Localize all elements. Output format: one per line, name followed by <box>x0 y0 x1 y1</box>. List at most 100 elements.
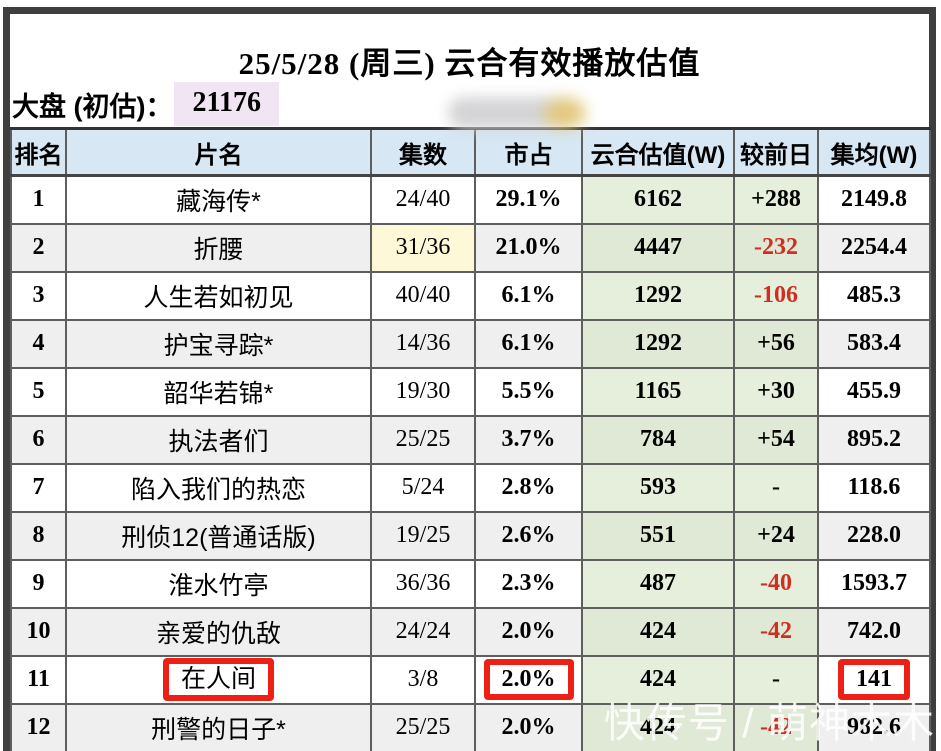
cell-cloud-estimate: 6162 <box>581 174 735 225</box>
cell-vs-prev-day: +54 <box>733 414 819 465</box>
cell-vs-prev-day: +24 <box>733 510 819 561</box>
cell-title: 刑侦12(普通话版) <box>65 510 372 561</box>
cell-per-episode-avg: 485.3 <box>817 270 931 321</box>
cell-rank: 10 <box>10 606 67 657</box>
table-frame: 25/5/28 (周三) 云合有效播放估值 大盘 (初估)： 21176 排名片… <box>3 7 936 751</box>
cell-vs-prev-day: +30 <box>733 366 819 417</box>
cell-title: 亲爱的仇敌 <box>65 606 372 657</box>
cell-title: 护宝寻踪* <box>65 318 372 369</box>
table-row: 1 藏海传* 24/40 29.1% 6162 +288 2149.8 <box>10 174 931 225</box>
cell-episodes: 36/36 <box>370 558 476 609</box>
cell-cloud-estimate: 487 <box>581 558 735 609</box>
cell-episodes: 19/25 <box>370 510 476 561</box>
table-header-row: 排名 片名 集数 市占 云合估值(W) 较前日 集均(W) <box>10 127 931 177</box>
cell-market-share: 2.3% <box>474 558 583 609</box>
cell-episodes: 24/40 <box>370 174 476 225</box>
header-row: 排名 片名 集数 市占 云合估值(W) 较前日 集均(W) <box>10 127 931 177</box>
cell-rank: 7 <box>10 462 67 513</box>
red-highlight-box: 141 <box>838 658 910 701</box>
market-total-value: 21176 <box>174 82 279 126</box>
market-total-row: 大盘 (初估)： 21176 <box>12 82 279 126</box>
cell-title: 韶华若锦* <box>65 366 372 417</box>
cell-per-episode-avg: 228.0 <box>817 510 931 561</box>
negative-delta-value: -42 <box>760 714 792 740</box>
cell-episodes: 40/40 <box>370 270 476 321</box>
cell-episodes: 3/8 <box>370 654 476 705</box>
cell-rank: 5 <box>10 366 67 417</box>
column-header-cloud-estimate: 云合估值(W) <box>581 127 735 177</box>
page-title: 25/5/28 (周三) 云合有效播放估值 <box>238 46 701 81</box>
cell-vs-prev-day: - <box>733 462 819 513</box>
cell-cloud-estimate: 424 <box>581 654 735 705</box>
cell-rank: 2 <box>10 222 67 273</box>
cell-per-episode-avg: 895.2 <box>817 414 931 465</box>
column-header-episodes: 集数 <box>370 127 476 177</box>
negative-delta-value: -42 <box>760 618 792 644</box>
cell-vs-prev-day: +56 <box>733 318 819 369</box>
cell-title: 执法者们 <box>65 414 372 465</box>
table-row: 2 折腰 31/36 21.0% 4447 -232 2254.4 <box>10 222 931 273</box>
column-header-market-share: 市占 <box>474 127 583 177</box>
cell-title: 折腰 <box>65 222 372 273</box>
cell-market-share: 2.0% <box>474 606 583 657</box>
cell-rank: 8 <box>10 510 67 561</box>
cell-title: 在人间 <box>65 654 372 705</box>
cell-market-share: 5.5% <box>474 366 583 417</box>
red-highlight-box: 在人间 <box>162 658 274 701</box>
market-total-label: 大盘 (初估)： <box>12 91 173 122</box>
cell-cloud-estimate: 593 <box>581 462 735 513</box>
table-row: 11 在人间 3/8 2.0% 424-141 <box>10 654 931 705</box>
cell-vs-prev-day: -106 <box>733 270 819 321</box>
table-row: 12 刑警的日子* 25/25 2.0% 424 -42 982.6 <box>10 702 931 751</box>
cell-cloud-estimate: 1292 <box>581 270 735 321</box>
cell-vs-prev-day: -42 <box>733 702 819 751</box>
cell-per-episode-avg: 583.4 <box>817 318 931 369</box>
table-row: 5 韶华若锦* 19/30 5.5% 1165 +30 455.9 <box>10 366 931 417</box>
cell-title: 人生若如初见 <box>65 270 372 321</box>
negative-delta-value: -232 <box>754 234 798 260</box>
cell-market-share: 29.1% <box>474 174 583 225</box>
cell-episodes: 31/36 <box>370 222 476 273</box>
cell-rank: 11 <box>10 654 67 705</box>
cell-vs-prev-day: -40 <box>733 558 819 609</box>
cell-cloud-estimate: 4447 <box>581 222 735 273</box>
cell-vs-prev-day: - <box>733 654 819 705</box>
cell-episodes: 25/25 <box>370 414 476 465</box>
cell-title: 陷入我们的热恋 <box>65 462 372 513</box>
cell-vs-prev-day: +288 <box>733 174 819 225</box>
cell-episodes: 19/30 <box>370 366 476 417</box>
cell-market-share: 21.0% <box>474 222 583 273</box>
cell-episodes: 14/36 <box>370 318 476 369</box>
cell-rank: 6 <box>10 414 67 465</box>
cell-cloud-estimate: 1165 <box>581 366 735 417</box>
table-body: 1 藏海传* 24/40 29.1% 6162 +288 2149.8 2 折腰 31/36 21.… <box>10 174 931 751</box>
negative-delta-value: -106 <box>754 282 798 308</box>
cell-per-episode-avg: 2149.8 <box>817 174 931 225</box>
cell-per-episode-avg: 118.6 <box>817 462 931 513</box>
table-row: 6 执法者们 25/25 3.7% 784 +54 895.2 <box>10 414 931 465</box>
column-header-vs-prev-day: 较前日 <box>733 127 819 177</box>
cell-market-share: 2.0% <box>474 654 583 705</box>
cell-episodes: 24/24 <box>370 606 476 657</box>
ranking-table: 排名 片名 集数 市占 云合估值(W) 较前日 集均(W) 1 藏海传* 24/40 29.1% 6… <box>10 127 931 751</box>
cell-rank: 12 <box>10 702 67 751</box>
table-row: 10 亲爱的仇敌 24/24 2.0% 424 -42 742.0 <box>10 606 931 657</box>
column-header-per-episode-avg: 集均(W) <box>817 127 931 177</box>
table-row: 3 人生若如初见 40/40 6.1% 1292 -106 485.3 <box>10 270 931 321</box>
cell-cloud-estimate: 784 <box>581 414 735 465</box>
title-block: 25/5/28 (周三) 云合有效播放估值 大盘 (初估)： 21176 <box>10 14 929 129</box>
table-row: 8 刑侦12(普通话版) 19/25 2.6% 551 +24 228.0 <box>10 510 931 561</box>
cell-title: 淮水竹亭 <box>65 558 372 609</box>
cell-vs-prev-day: -42 <box>733 606 819 657</box>
red-highlight-box: 2.0% <box>483 658 574 701</box>
site-watermark: 快传号 / 萌神木木 <box>603 700 935 746</box>
cell-title: 刑警的日子* <box>65 702 372 751</box>
cell-market-share: 2.6% <box>474 510 583 561</box>
cell-per-episode-avg: 141 <box>817 654 931 705</box>
cell-market-share: 6.1% <box>474 318 583 369</box>
cell-market-share: 6.1% <box>474 270 583 321</box>
cell-episodes: 25/25 <box>370 702 476 751</box>
cell-per-episode-avg: 982.6 <box>817 702 931 751</box>
cell-rank: 3 <box>10 270 67 321</box>
cell-rank: 1 <box>10 174 67 225</box>
